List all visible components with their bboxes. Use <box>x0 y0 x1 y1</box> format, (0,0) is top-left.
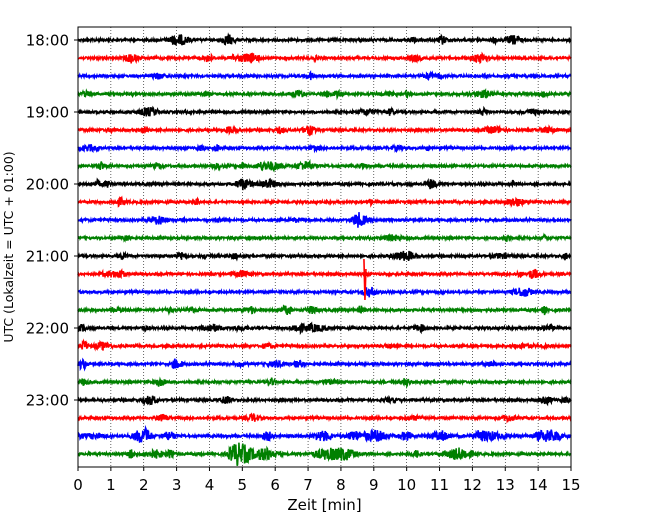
trace-2000 <box>77 177 572 191</box>
trace-2245 <box>77 376 572 390</box>
trace-1930 <box>77 143 572 154</box>
x-tick-label: 3 <box>172 476 182 494</box>
trace-1800 <box>77 32 572 46</box>
plot-frame <box>77 26 572 468</box>
x-tick-label: 2 <box>139 476 149 494</box>
trace-2115 <box>77 267 572 280</box>
x-tick-label: 8 <box>336 476 346 494</box>
y-tick-label: 20:00 <box>26 176 69 194</box>
x-tick-label: 13 <box>496 476 515 494</box>
trace-1815 <box>77 51 572 65</box>
x-tick-label: 9 <box>369 476 379 494</box>
x-tick-label: 14 <box>529 476 548 494</box>
trace-2130 <box>77 286 572 298</box>
trace-2330 <box>77 424 572 444</box>
trace-2230 <box>77 357 572 372</box>
trace-2300 <box>77 394 572 407</box>
event-spike <box>363 258 367 301</box>
x-tick-label: 4 <box>205 476 215 494</box>
y-axis-label: UTC (Lokalzeit = UTC + 01:00) <box>1 151 16 342</box>
trace-1915 <box>77 124 572 137</box>
trace-2200 <box>77 321 572 336</box>
trace-1845 <box>77 87 572 101</box>
trace-2145 <box>77 304 572 316</box>
trace-1900 <box>77 105 572 118</box>
x-tick-label: 10 <box>397 476 416 494</box>
y-tick-label: 22:00 <box>26 320 69 338</box>
x-tick-label: 15 <box>561 476 580 494</box>
x-tick-label: 12 <box>463 476 482 494</box>
x-tick-label: 6 <box>270 476 280 494</box>
y-axis-ticks: 18:00 19:00 20:00 21:00 22:00 23:00 <box>26 32 78 410</box>
y-tick-label: 19:00 <box>26 104 69 122</box>
x-tick-label: 0 <box>73 476 83 494</box>
trace-2030 <box>77 212 572 228</box>
trace-2345 <box>77 442 572 467</box>
plot-area <box>78 27 571 467</box>
trace-2315 <box>77 412 572 424</box>
vertical-grid <box>110 27 539 467</box>
trace-1945 <box>77 158 572 173</box>
x-tick-label: 5 <box>238 476 248 494</box>
seismic-traces <box>77 32 572 467</box>
trace-2045 <box>77 232 572 243</box>
x-tick-label: 7 <box>303 476 313 494</box>
x-tick-label: 1 <box>106 476 116 494</box>
x-axis-label: Zeit [min] <box>287 496 361 514</box>
trace-2100 <box>77 250 572 262</box>
y-tick-label: 18:00 <box>26 32 69 50</box>
y-tick-label: 23:00 <box>26 392 69 410</box>
trace-1830 <box>77 70 572 81</box>
x-tick-label: 11 <box>430 476 449 494</box>
x-axis-ticks: 0 1 2 3 4 5 6 7 8 9 10 11 12 13 14 15 <box>73 467 581 494</box>
trace-2015 <box>77 195 572 208</box>
trace-2215 <box>77 338 572 352</box>
y-tick-label: 21:00 <box>26 248 69 266</box>
